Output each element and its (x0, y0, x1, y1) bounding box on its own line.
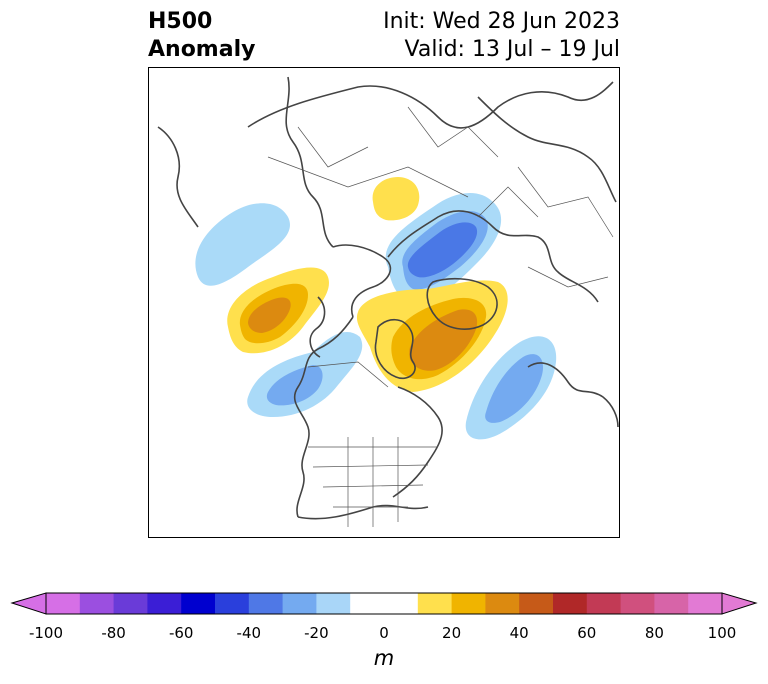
colorbar-bin (620, 593, 655, 614)
colorbar-bin (451, 593, 486, 614)
colorbar-tick-label: 60 (577, 624, 597, 642)
colorbar-tick-label: -80 (101, 624, 126, 642)
colorbar-bin (519, 593, 554, 614)
colorbar-max-extend (721, 592, 758, 615)
colorbar-unit-label: m (373, 646, 395, 670)
coastlines (157, 76, 619, 520)
colorbar-bin (147, 593, 182, 614)
colorbar-bin (215, 593, 250, 614)
colorbar (10, 592, 758, 615)
colorbar-min-extend (10, 592, 47, 615)
political-borders (267, 106, 614, 527)
colorbar-bin (248, 593, 284, 614)
init-date: Init: Wed 28 Jun 2023 (383, 9, 620, 34)
neg-anomaly-alaska (195, 203, 290, 286)
colorbar-tick-label: 100 (707, 624, 737, 642)
title-field: Anomaly (148, 37, 256, 62)
neg-anomaly-pacific-core (266, 365, 323, 406)
pos-anomaly-bering-core (248, 297, 291, 333)
colorbar-bin (485, 593, 520, 614)
colorbar-bin (654, 593, 689, 614)
forecast-dates: Init: Wed 28 Jun 2023 Valid: 13 Jul – 19… (383, 8, 620, 64)
neg-anomaly-siberia-core (407, 222, 478, 278)
colorbar-bin (181, 593, 216, 614)
colorbar-bin (586, 593, 622, 614)
colorbar-tick-label: 80 (644, 624, 664, 642)
colorbar-tick-label: 0 (379, 624, 389, 642)
colorbar-tick-label: 40 (509, 624, 529, 642)
pos-anomaly-east-siberia (372, 177, 420, 221)
colorbar-tick-label: 20 (442, 624, 462, 642)
colorbar-bin (79, 593, 115, 614)
colorbar-bin (113, 593, 148, 614)
colorbar-bin (350, 593, 385, 614)
anomaly-shading (195, 177, 557, 440)
colorbar-bin (316, 593, 351, 614)
colorbar-bin (46, 593, 81, 614)
colorbar-bin (417, 593, 453, 614)
pos-anomaly-greenland-core (409, 309, 478, 371)
colorbar-bin (553, 593, 588, 614)
colorbar-tick-label: -40 (236, 624, 262, 642)
colorbar-bin (688, 593, 723, 614)
valid-period: Valid: 13 Jul – 19 Jul (404, 37, 620, 62)
map-title: H500 Anomaly (148, 8, 255, 64)
neg-anomaly-atlantic-core (485, 354, 544, 423)
colorbar-bin (384, 593, 419, 614)
colorbar-tick-label: -20 (304, 624, 329, 642)
title-variable: H500 (148, 9, 213, 34)
map-canvas (148, 67, 620, 538)
colorbar-tick-label: -60 (168, 624, 194, 642)
colorbar-tick-label: -100 (28, 624, 64, 642)
anomaly-map (148, 67, 620, 538)
colorbar-ticks: -100 -80 -60 -40 -20 0 20 40 60 80 100 (0, 624, 768, 644)
map-border (148, 67, 620, 538)
colorbar-bin (282, 593, 317, 614)
